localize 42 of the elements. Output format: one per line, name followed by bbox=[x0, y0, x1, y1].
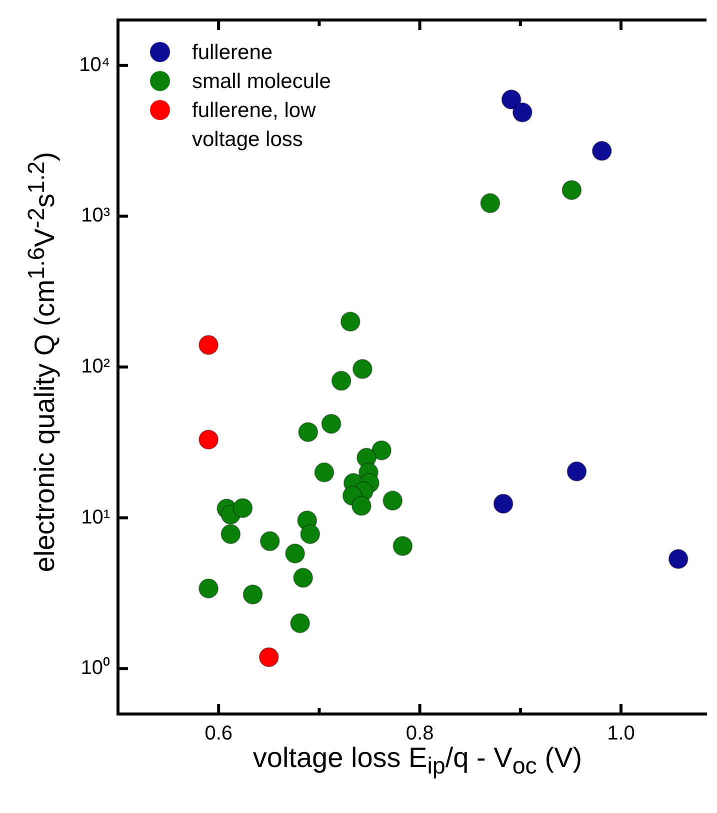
point bbox=[331, 370, 352, 391]
point bbox=[382, 490, 403, 511]
point bbox=[298, 422, 318, 442]
x-tick-label: 0.6 bbox=[204, 722, 233, 745]
point bbox=[242, 584, 263, 605]
point bbox=[352, 358, 372, 379]
point bbox=[198, 430, 219, 450]
point bbox=[566, 461, 587, 482]
point bbox=[314, 462, 334, 482]
legend-label: fullerene bbox=[192, 40, 273, 66]
point bbox=[290, 613, 310, 634]
y-tick-label: 10⁰ bbox=[80, 656, 110, 680]
point bbox=[512, 102, 532, 122]
point bbox=[232, 498, 253, 518]
point bbox=[480, 193, 500, 214]
point bbox=[392, 536, 413, 556]
y-tick-label: 10² bbox=[81, 356, 110, 378]
point bbox=[260, 531, 280, 552]
point bbox=[493, 494, 514, 514]
y-tick-label: 10⁴ bbox=[79, 54, 110, 76]
legend-label: fullerene, low voltage loss bbox=[192, 98, 317, 153]
point bbox=[285, 543, 306, 564]
point bbox=[220, 524, 241, 544]
point bbox=[372, 440, 392, 460]
point bbox=[562, 180, 582, 200]
legend-label: small molecule bbox=[192, 69, 331, 95]
point bbox=[198, 578, 219, 598]
x-tick-label: 0.8 bbox=[406, 722, 434, 745]
x-axis-title: voltage loss E$_{ip}$/q - V$_{oc}$ (V) bbox=[252, 742, 582, 779]
point bbox=[340, 312, 360, 332]
point bbox=[351, 496, 372, 516]
point bbox=[293, 568, 314, 588]
point bbox=[592, 140, 612, 161]
point bbox=[321, 414, 342, 434]
point bbox=[258, 647, 279, 668]
point bbox=[198, 334, 219, 355]
point bbox=[501, 90, 522, 110]
point bbox=[668, 549, 688, 570]
point bbox=[300, 524, 320, 544]
x-tick-label: 1.0 bbox=[607, 722, 635, 745]
y-tick-label: 10³ bbox=[81, 204, 110, 227]
y-tick-label: 10¹ bbox=[81, 506, 110, 528]
